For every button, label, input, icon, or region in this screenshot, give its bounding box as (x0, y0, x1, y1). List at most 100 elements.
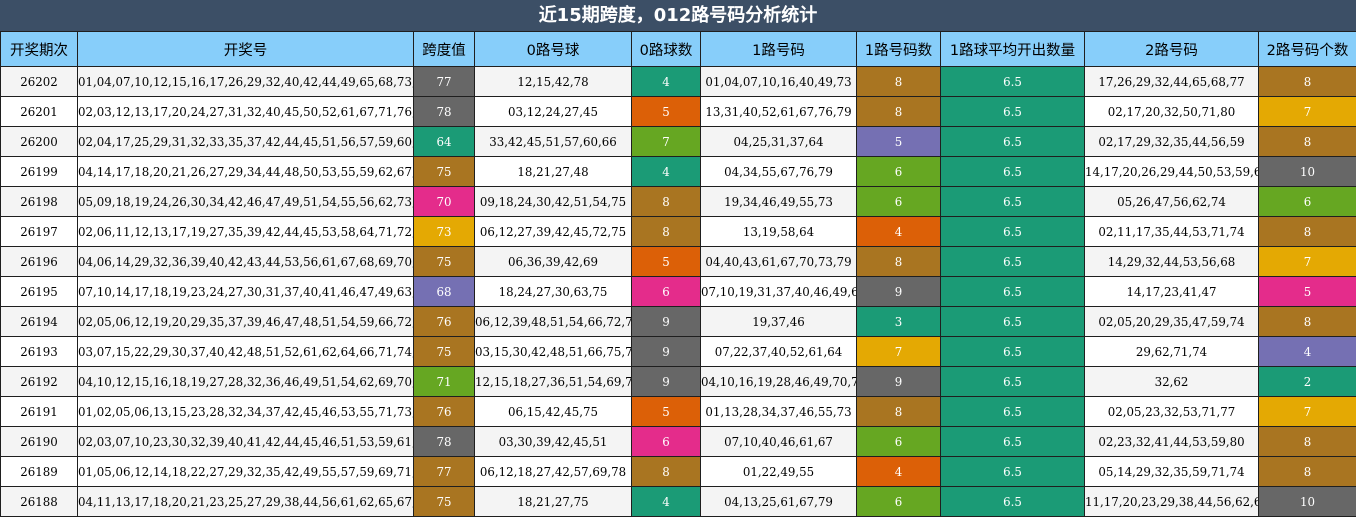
table-row: 26191 01,02,05,06,13,15,23,28,32,34,37,42… (0, 396, 1356, 427)
route1-numbers-cell: 01,22,49,55 (700, 456, 857, 487)
route2-count-cell: 8 (1258, 456, 1356, 487)
route1-count-cell: 6 (856, 426, 941, 457)
route0-count-cell: 8 (631, 186, 701, 217)
route2-numbers-cell: 02,11,17,35,44,53,71,74 (1084, 216, 1259, 247)
route1-count-cell: 3 (856, 306, 941, 337)
route0-numbers-cell: 06,12,18,27,42,57,69,78 (474, 456, 632, 487)
winning-numbers-cell: 01,02,05,06,13,15,23,28,32,34,37,42,45,4… (77, 396, 414, 427)
route0-numbers-cell: 03,15,30,42,48,51,66,75,78 (474, 336, 632, 367)
route1-count-cell: 6 (856, 156, 941, 187)
span-value-cell: 77 (413, 456, 475, 487)
route1-numbers-cell: 07,22,37,40,52,61,64 (700, 336, 857, 367)
header-period: 开奖期次 (0, 31, 78, 67)
route1-average-cell: 6.5 (940, 486, 1085, 517)
span-value-cell: 75 (413, 336, 475, 367)
route2-numbers-cell: 11,17,20,23,29,38,44,56,62,65 (1084, 486, 1259, 517)
winning-numbers-cell: 02,03,07,10,23,30,32,39,40,41,42,44,45,4… (77, 426, 414, 457)
period-cell: 26194 (0, 306, 78, 337)
span-value-cell: 75 (413, 156, 475, 187)
route2-numbers-cell: 02,05,23,32,53,71,77 (1084, 396, 1259, 427)
period-cell: 26195 (0, 276, 78, 307)
winning-numbers-cell: 04,14,17,18,20,21,26,27,29,34,44,48,50,5… (77, 156, 414, 187)
header-route1-numbers: 1路号码 (700, 31, 857, 67)
route2-count-cell: 7 (1258, 96, 1356, 127)
period-cell: 26193 (0, 336, 78, 367)
route1-average-cell: 6.5 (940, 366, 1085, 397)
route2-numbers-cell: 14,17,23,41,47 (1084, 276, 1259, 307)
route1-count-cell: 8 (856, 66, 941, 97)
route1-average-cell: 6.5 (940, 396, 1085, 427)
route0-numbers-cell: 03,30,39,42,45,51 (474, 426, 632, 457)
route2-numbers-cell: 32,62 (1084, 366, 1259, 397)
route2-numbers-cell: 14,29,32,44,53,56,68 (1084, 246, 1259, 277)
route1-average-cell: 6.5 (940, 336, 1085, 367)
header-route2-count: 2路号码个数 (1258, 31, 1356, 67)
route2-count-cell: 6 (1258, 186, 1356, 217)
route2-count-cell: 8 (1258, 126, 1356, 157)
route1-average-cell: 6.5 (940, 246, 1085, 277)
route0-numbers-cell: 18,21,27,75 (474, 486, 632, 517)
route2-count-cell: 5 (1258, 276, 1356, 307)
span-value-cell: 78 (413, 96, 475, 127)
period-cell: 26192 (0, 366, 78, 397)
route2-count-cell: 7 (1258, 246, 1356, 277)
table-body: 26202 01,04,07,10,12,15,16,17,26,29,32,40… (0, 66, 1356, 517)
route0-count-cell: 8 (631, 216, 701, 247)
span-value-cell: 75 (413, 486, 475, 517)
period-cell: 26202 (0, 66, 78, 97)
header-numbers: 开奖号 (77, 31, 414, 67)
route2-numbers-cell: 02,05,20,29,35,47,59,74 (1084, 306, 1259, 337)
route2-count-cell: 10 (1258, 156, 1356, 187)
route1-average-cell: 6.5 (940, 96, 1085, 127)
route1-average-cell: 6.5 (940, 156, 1085, 187)
route1-count-cell: 8 (856, 246, 941, 277)
table-row: 26198 05,09,18,19,24,26,30,34,42,46,47,49… (0, 186, 1356, 217)
header-route2-numbers: 2路号码 (1084, 31, 1259, 67)
route2-count-cell: 7 (1258, 396, 1356, 427)
header-route0-count: 0路球数 (631, 31, 701, 67)
table-row: 26190 02,03,07,10,23,30,32,39,40,41,42,44… (0, 426, 1356, 457)
route2-numbers-cell: 02,17,29,32,35,44,56,59 (1084, 126, 1259, 157)
route2-numbers-cell: 02,23,32,41,44,53,59,80 (1084, 426, 1259, 457)
route0-count-cell: 9 (631, 336, 701, 367)
winning-numbers-cell: 04,11,13,17,18,20,21,23,25,27,29,38,44,5… (77, 486, 414, 517)
route0-count-cell: 7 (631, 126, 701, 157)
route1-numbers-cell: 04,25,31,37,64 (700, 126, 857, 157)
span-value-cell: 76 (413, 306, 475, 337)
table-row: 26195 07,10,14,17,18,19,23,24,27,30,31,37… (0, 276, 1356, 307)
period-cell: 26190 (0, 426, 78, 457)
table-row: 26200 02,04,17,25,29,31,32,33,35,37,42,44… (0, 126, 1356, 157)
route2-numbers-cell: 29,62,71,74 (1084, 336, 1259, 367)
period-cell: 26201 (0, 96, 78, 127)
route1-count-cell: 4 (856, 216, 941, 247)
route0-count-cell: 5 (631, 396, 701, 427)
period-cell: 26197 (0, 216, 78, 247)
period-cell: 26189 (0, 456, 78, 487)
route0-numbers-cell: 06,36,39,42,69 (474, 246, 632, 277)
route2-numbers-cell: 17,26,29,32,44,65,68,77 (1084, 66, 1259, 97)
route0-count-cell: 8 (631, 456, 701, 487)
span-value-cell: 68 (413, 276, 475, 307)
table-row: 26188 04,11,13,17,18,20,21,23,25,27,29,38… (0, 486, 1356, 517)
route2-count-cell: 2 (1258, 366, 1356, 397)
route1-count-cell: 4 (856, 456, 941, 487)
route1-numbers-cell: 19,37,46 (700, 306, 857, 337)
route0-numbers-cell: 06,12,39,48,51,54,66,72,78 (474, 306, 632, 337)
route1-numbers-cell: 07,10,19,31,37,40,46,49,64 (700, 276, 857, 307)
route0-numbers-cell: 12,15,18,27,36,51,54,69,75 (474, 366, 632, 397)
route1-numbers-cell: 04,40,43,61,67,70,73,79 (700, 246, 857, 277)
route1-count-cell: 6 (856, 186, 941, 217)
span-value-cell: 73 (413, 216, 475, 247)
span-value-cell: 76 (413, 396, 475, 427)
route2-count-cell: 8 (1258, 66, 1356, 97)
span-value-cell: 71 (413, 366, 475, 397)
table-row: 26196 04,06,14,29,32,36,39,40,42,43,44,53… (0, 246, 1356, 277)
table-row: 26199 04,14,17,18,20,21,26,27,29,34,44,48… (0, 156, 1356, 187)
span-value-cell: 70 (413, 186, 475, 217)
route0-numbers-cell: 09,18,24,30,42,51,54,75 (474, 186, 632, 217)
route1-numbers-cell: 01,04,07,10,16,40,49,73 (700, 66, 857, 97)
route1-count-cell: 8 (856, 96, 941, 127)
winning-numbers-cell: 02,03,12,13,17,20,24,27,31,32,40,45,50,5… (77, 96, 414, 127)
period-cell: 26196 (0, 246, 78, 277)
winning-numbers-cell: 03,07,15,22,29,30,37,40,42,48,51,52,61,6… (77, 336, 414, 367)
